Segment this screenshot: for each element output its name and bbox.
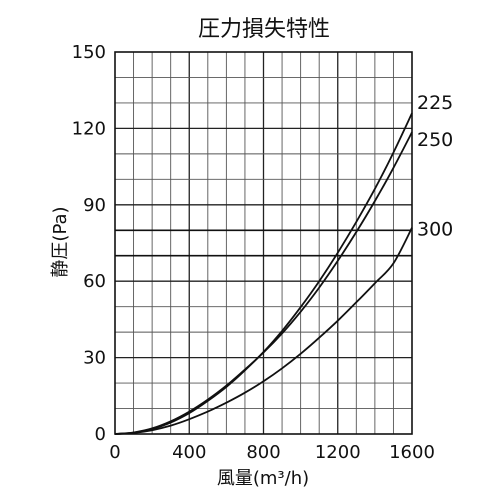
chart-title: 圧力損失特性 bbox=[198, 17, 330, 42]
y-tick-label: 0 bbox=[95, 424, 106, 445]
x-tick-label: 800 bbox=[246, 442, 280, 463]
x-tick-label: 1200 bbox=[315, 442, 361, 463]
y-tick-label: 90 bbox=[83, 195, 106, 216]
grid bbox=[115, 52, 412, 434]
series-label-300: 300 bbox=[417, 219, 453, 241]
x-tick-labels: 0 400 800 1200 1600 bbox=[109, 442, 435, 463]
y-tick-label: 150 bbox=[72, 42, 106, 63]
series-label-250: 250 bbox=[417, 129, 453, 151]
y-tick-labels: 0 30 60 90 120 150 bbox=[72, 42, 106, 445]
y-axis-title: 静圧(Pa) bbox=[50, 206, 71, 277]
series-line-250 bbox=[114, 131, 413, 435]
y-tick-label: 120 bbox=[72, 118, 106, 139]
x-axis-title: 風量(m³/h) bbox=[217, 468, 309, 489]
x-tick-label: 1600 bbox=[389, 442, 435, 463]
series-label-225: 225 bbox=[417, 92, 453, 114]
y-tick-label: 30 bbox=[83, 348, 106, 369]
x-tick-label: 0 bbox=[109, 442, 120, 463]
plot-frame bbox=[114, 51, 413, 435]
y-tick-label: 60 bbox=[83, 271, 106, 292]
reference-lines bbox=[115, 229, 412, 257]
x-tick-label: 400 bbox=[172, 442, 206, 463]
series-lines bbox=[114, 112, 413, 435]
series-line-300 bbox=[114, 227, 413, 435]
series-labels: 225 250 300 bbox=[417, 92, 453, 241]
